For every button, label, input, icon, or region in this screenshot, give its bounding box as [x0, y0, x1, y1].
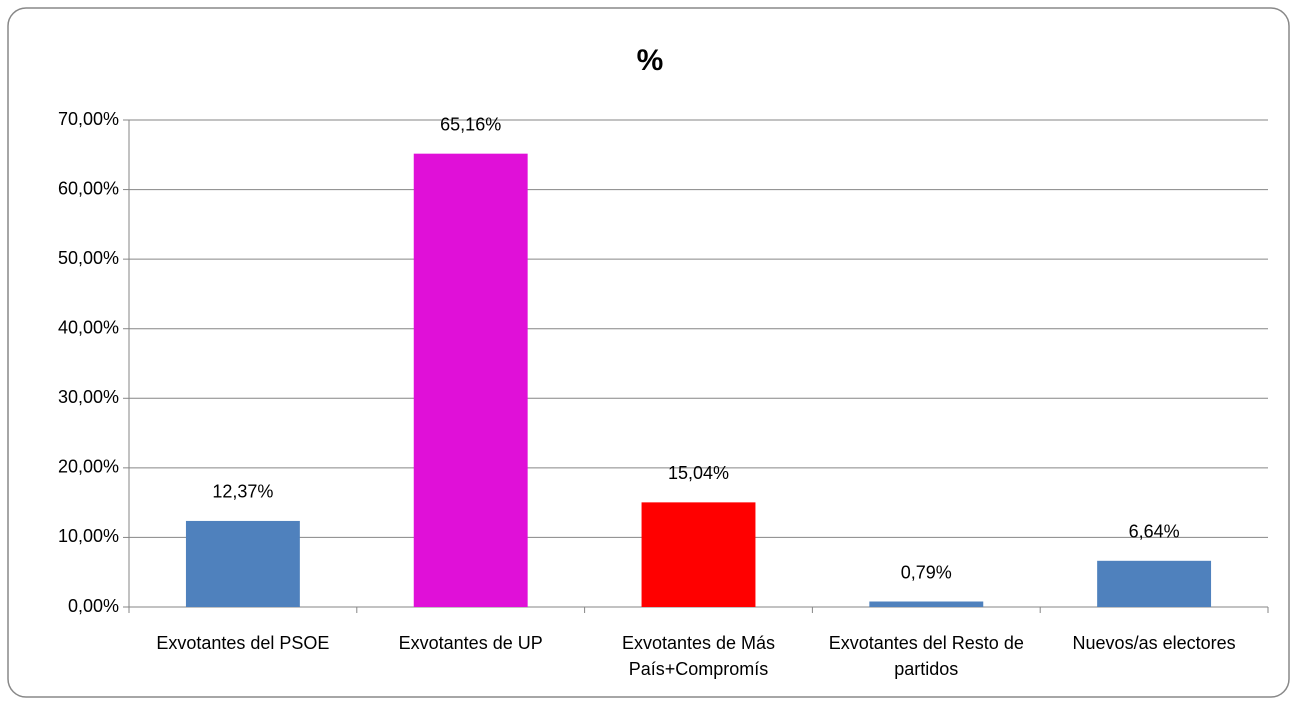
y-tick-label: 10,00%	[58, 526, 119, 546]
chart-title: %	[637, 44, 664, 77]
y-tick-label: 70,00%	[58, 109, 119, 129]
y-tick-label: 40,00%	[58, 317, 119, 337]
y-tick-label: 30,00%	[58, 387, 119, 407]
data-label: 65,16%	[440, 114, 501, 134]
y-tick-label: 60,00%	[58, 178, 119, 198]
chart-frame	[7, 7, 1290, 698]
x-tick-label: Nuevos/as electores	[1072, 633, 1236, 653]
y-tick-label: 20,00%	[58, 457, 119, 477]
bar	[413, 153, 528, 607]
data-label: 15,04%	[668, 463, 729, 483]
x-tick-label: Exvotantes del Resto de partidos	[828, 633, 1024, 679]
data-label: 12,37%	[212, 482, 273, 502]
bar	[869, 601, 984, 607]
x-tick-label: Exvotantes de UP	[398, 633, 543, 653]
bar	[1097, 560, 1212, 607]
data-label: 0,79%	[901, 562, 952, 582]
bar	[185, 520, 300, 607]
y-tick-label: 0,00%	[68, 596, 119, 616]
data-label: 6,64%	[1129, 522, 1180, 542]
bar	[641, 502, 756, 607]
y-tick-label: 50,00%	[58, 248, 119, 268]
x-tick-label: Exvotantes de Más País+Compromís	[621, 633, 776, 679]
x-tick-label: Exvotantes del PSOE	[156, 633, 330, 653]
